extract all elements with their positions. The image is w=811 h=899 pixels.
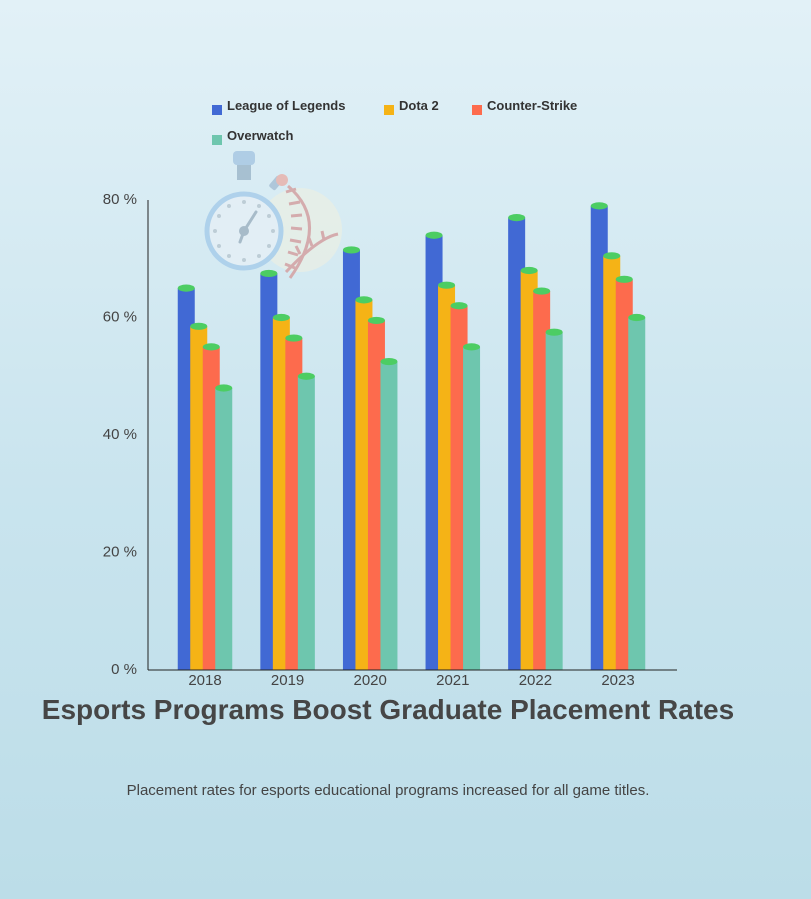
bar-cap xyxy=(603,252,621,260)
chart: League of Legends Dota 2 Counter-Strike Ove… xyxy=(103,98,677,689)
legend-item: Counter-Strike xyxy=(472,98,577,115)
bar-cap xyxy=(177,284,195,292)
legend-label: Counter-Strike xyxy=(487,98,577,113)
bar xyxy=(628,317,646,670)
chart-title: Esports Programs Boost Graduate Placemen… xyxy=(41,694,735,725)
legend-swatch xyxy=(212,105,222,115)
bar-cap xyxy=(463,343,481,351)
bar-cap xyxy=(272,313,290,322)
legend-item: Dota 2 xyxy=(384,98,439,115)
bar-cap xyxy=(615,275,633,283)
bar-cap xyxy=(190,322,208,330)
bar-cap xyxy=(425,231,443,239)
y-tick-label: 40 % xyxy=(103,426,137,443)
stopwatch-baseball-illustration xyxy=(204,151,342,279)
bar xyxy=(215,388,233,670)
legend-item: Overwatch xyxy=(212,128,294,145)
x-tick-label: 2023 xyxy=(601,672,634,689)
bar-group xyxy=(177,202,646,670)
legend: League of Legends Dota 2 Counter-Strike Ove… xyxy=(212,98,577,145)
bar-cap xyxy=(342,246,360,254)
bar-cap xyxy=(215,384,233,392)
bar-cap xyxy=(533,287,551,295)
x-tick-label: 2018 xyxy=(188,672,221,689)
bar-cap xyxy=(628,313,646,322)
legend-swatch xyxy=(472,105,482,115)
axes: 0 % 20 % 40 % 60 % 80 % 2018 2019 2020 2021 2022 2… xyxy=(103,191,677,689)
legend-item: League of Legends xyxy=(212,98,345,115)
bar-cap xyxy=(355,296,373,304)
bar-cap xyxy=(260,269,278,278)
bar-cap xyxy=(202,343,220,351)
bar-cap xyxy=(285,334,303,342)
y-tick-label: 80 % xyxy=(103,191,137,208)
legend-label: Dota 2 xyxy=(399,98,439,113)
bar xyxy=(463,346,481,670)
bar-cap xyxy=(508,214,526,222)
bar-cap xyxy=(380,357,398,366)
bar xyxy=(297,376,315,670)
chart-subtitle: Placement rates for esports educational … xyxy=(126,782,650,799)
legend-swatch xyxy=(212,135,222,145)
legend-swatch xyxy=(384,105,394,115)
bar-cap xyxy=(297,372,315,380)
bar-cap xyxy=(367,316,385,325)
x-tick-label: 2022 xyxy=(519,672,552,689)
y-tick-label: 0 % xyxy=(111,661,137,678)
legend-label: Overwatch xyxy=(227,128,294,143)
y-tick-label: 60 % xyxy=(103,308,137,325)
y-tick-label: 20 % xyxy=(103,543,137,560)
bar-cap xyxy=(438,281,456,289)
x-tick-label: 2021 xyxy=(436,672,469,689)
bar-cap xyxy=(545,328,563,336)
x-tick-label: 2019 xyxy=(271,672,304,689)
bar xyxy=(380,361,398,670)
bar-cap xyxy=(520,266,538,275)
bar-cap xyxy=(450,302,468,310)
legend-label: League of Legends xyxy=(227,98,345,113)
x-tick-label: 2020 xyxy=(354,672,387,689)
bar-cap xyxy=(590,202,608,210)
bar xyxy=(545,332,563,670)
